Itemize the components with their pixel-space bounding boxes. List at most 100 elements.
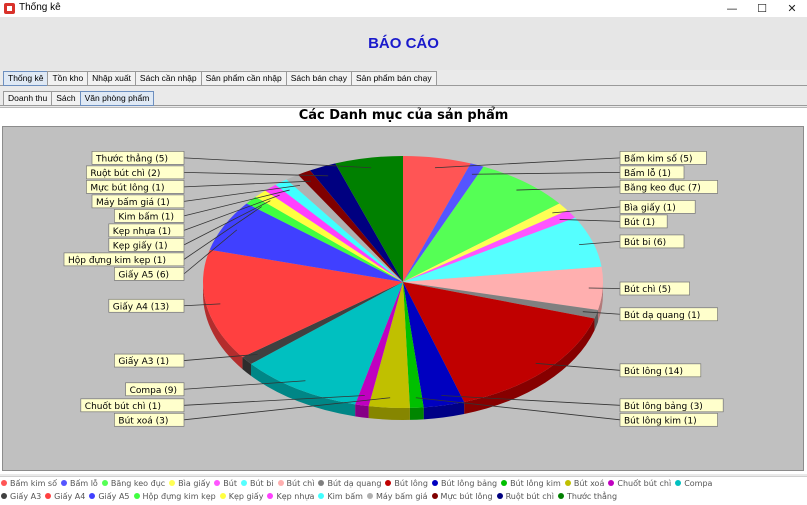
legend-swatch (318, 480, 325, 486)
slice-label-but: Bút (1) (624, 218, 655, 228)
legend-swatch (219, 493, 226, 499)
label-box (108, 223, 185, 238)
legend-label: Kẹp giấy (228, 492, 264, 501)
legend-swatch (557, 493, 564, 499)
tab-nhap-xuat[interactable]: Nhập xuất (87, 71, 136, 86)
pie-side-but-da-quang (594, 310, 598, 331)
legend-item-chuot-but-chi: Chuốt bút chì (608, 479, 671, 488)
pie-side-but-long-bang (423, 401, 465, 420)
legend-swatch (1, 480, 7, 486)
pie-slice-compa[interactable] (251, 282, 403, 405)
slice-label-but-long: Bút lông (14) (624, 366, 683, 377)
pie-slice-ruot-but-chi[interactable] (310, 163, 403, 282)
minimize-button[interactable]: — (726, 2, 738, 15)
label-box (619, 200, 696, 214)
pie-slice-chuot-but-chi[interactable] (355, 282, 403, 407)
leader-line (516, 186, 621, 191)
pie-slice-but-long-kim[interactable] (403, 282, 424, 408)
legend-item-but-chi: Bút chì (277, 479, 315, 488)
pie-slice-bia-giay[interactable] (403, 203, 568, 282)
pie-slice-but[interactable] (403, 210, 576, 282)
pie-slice-but-chi[interactable] (403, 266, 603, 311)
legend-swatch (431, 493, 438, 499)
leader-line (441, 395, 621, 406)
legend-item-ruot-but-chi: Ruột bút chì (496, 492, 554, 501)
tab-san-pham-ban-chay[interactable]: Sản phẩm bán chạy (350, 71, 437, 86)
label-box (619, 151, 707, 165)
legend-swatch (501, 480, 508, 486)
leader-line (579, 241, 621, 246)
pie-slice-but-da-quang[interactable] (403, 282, 598, 319)
pie-slice-kep-giay[interactable] (255, 190, 403, 282)
slice-label-giay-a3: Giấy A3 (1) (118, 356, 169, 367)
header-band (0, 18, 807, 70)
pie-side-compa (251, 363, 356, 417)
pie-slice-hop-dung-kim-kep[interactable] (246, 196, 403, 282)
pie-side-chuot-but-chi (355, 404, 369, 419)
pie-slice-giay-a5[interactable] (209, 203, 403, 282)
legend-swatch (214, 480, 221, 486)
maximize-button[interactable]: ☐ (757, 2, 767, 15)
slice-label-kep-nhua: Kẹp nhựa (1) (113, 227, 171, 237)
legend-swatch (101, 480, 108, 486)
pie-slice-but-bi[interactable] (403, 217, 602, 282)
pie-slice-kim-bam[interactable] (275, 179, 403, 282)
slice-label-giay-a5: Giấy A5 (6) (118, 269, 169, 280)
legend-swatch (366, 493, 373, 499)
label-box (619, 281, 690, 296)
legend-item-muc-but-long: Mực bút lông (431, 492, 493, 501)
pie-slice-thuoc-thang[interactable] (335, 156, 403, 282)
leader-line (434, 157, 621, 169)
legend-label: Bút dạ quang (327, 479, 382, 488)
leader-line (183, 229, 238, 275)
legend-swatch (564, 480, 571, 486)
pie-slice-giay-a3[interactable] (242, 282, 403, 364)
label-box (108, 298, 185, 313)
close-button[interactable]: ✕ (787, 2, 797, 15)
tab-sach-can-nhap[interactable]: Sách cần nhập (134, 71, 202, 86)
legend-label: Băng keo đục (110, 479, 166, 488)
legend-label: Bìa giấy (178, 479, 211, 488)
legend-label: Hộp đựng kim kẹp (142, 492, 216, 501)
label-box (86, 165, 185, 180)
label-box (619, 307, 718, 322)
tab-thong-ke[interactable]: Thống kê (3, 71, 49, 86)
legend-label: Bút chì (286, 479, 315, 488)
slice-label-bam-lo: Bấm lỗ (1) (624, 168, 671, 179)
label-box (80, 398, 185, 413)
leader-line (588, 287, 621, 289)
legend-swatch (608, 480, 615, 486)
legend-label: Bút bi (249, 479, 274, 488)
label-box (114, 209, 185, 223)
legend-row: Bấm kim số Bấm lỗ Băng keo đục Bìa giấy Bút B… (1, 479, 716, 491)
slice-label-giay-a4: Giấy A4 (13) (113, 301, 169, 312)
slice-label-compa: Compa (9) (130, 386, 177, 396)
label-box (63, 252, 185, 267)
pie-slice-may-bam-gia[interactable] (286, 174, 403, 282)
legend-item-kim-bam: Kim bấm (318, 492, 363, 501)
pie-slice-bang-keo-duc[interactable] (403, 166, 560, 282)
pie-slice-giay-a4[interactable] (202, 249, 403, 358)
leader-line (183, 180, 311, 188)
pie-slice-muc-but-long[interactable] (298, 170, 403, 282)
legend-label: Bút lông bảng (440, 479, 498, 488)
slice-label-ruot-but-chi: Ruột bút chì (2) (90, 168, 160, 179)
leader-line (183, 397, 391, 421)
legend-item-kep-nhua: Kẹp nhựa (267, 492, 314, 501)
pie-slice-kep-nhua[interactable] (265, 184, 403, 282)
pie-slice-but-xoa[interactable] (368, 282, 410, 408)
chart-title: Các Danh mục của sản phẩm (298, 108, 509, 123)
label-box (125, 382, 185, 397)
legend-item-kep-giay: Kẹp giấy (219, 492, 264, 501)
slice-label-bam-kim-so: Bấm kim số (5) (624, 153, 692, 164)
subtab-van-phong-pham[interactable]: Văn phòng phẩm (79, 91, 155, 106)
pie-slice-but-long[interactable] (403, 282, 595, 402)
legend-swatch (60, 480, 67, 486)
legend-label: Bút lông (394, 479, 428, 488)
legend-swatch (89, 493, 96, 499)
pie-slice-but-long-bang[interactable] (403, 282, 465, 408)
pie-slice-bam-kim-so[interactable] (403, 156, 471, 282)
legend-label: Giấy A3 (10, 492, 42, 501)
pie-slice-bam-lo[interactable] (403, 163, 484, 282)
legend-label: Giấy A5 (98, 492, 130, 501)
